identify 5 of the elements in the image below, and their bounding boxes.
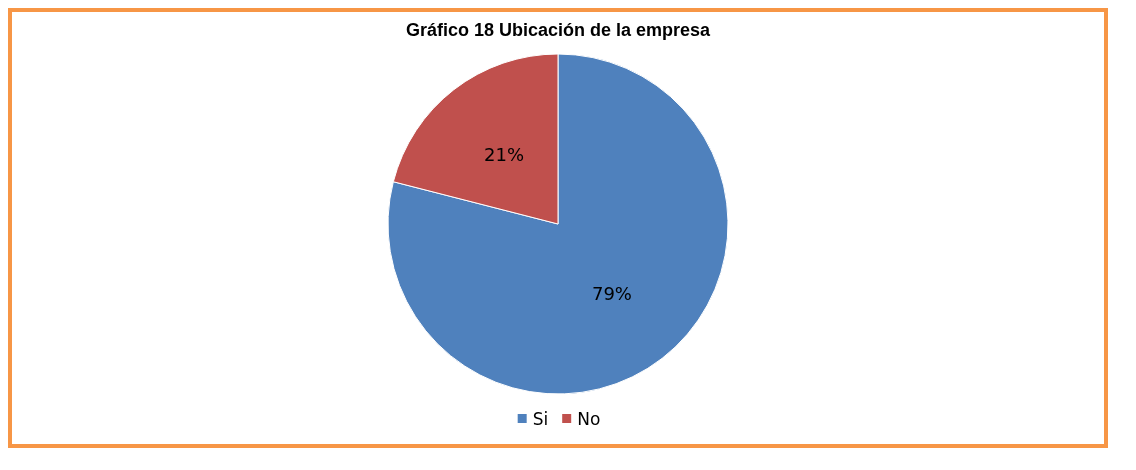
chart-title: Gráfico 18 Ubicación de la empresa bbox=[405, 20, 712, 40]
legend-label: Si bbox=[532, 408, 549, 429]
legend-label: No bbox=[577, 408, 601, 429]
data-label: 21% bbox=[484, 143, 525, 165]
data-label: 79% bbox=[591, 283, 632, 305]
